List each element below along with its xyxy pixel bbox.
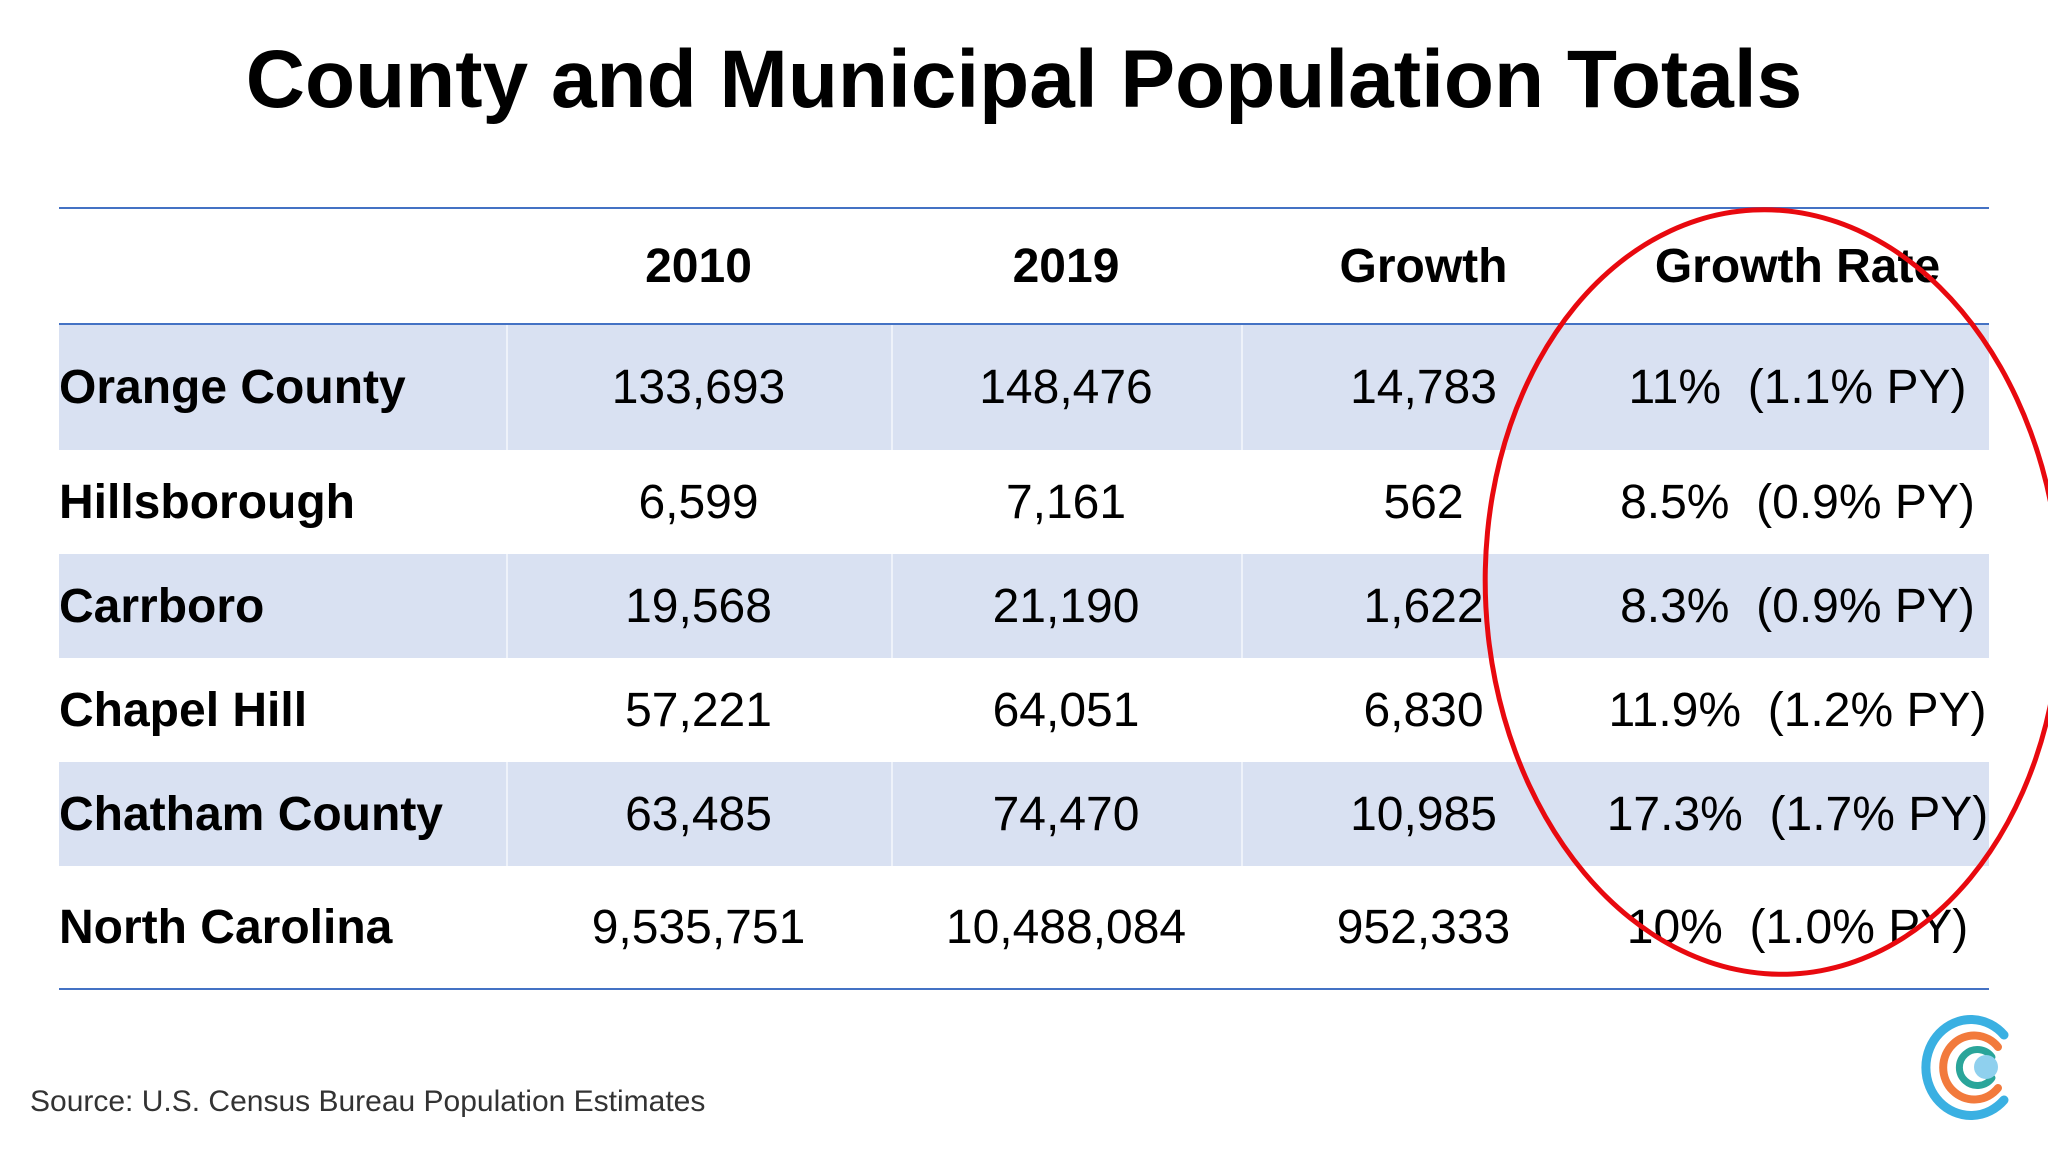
- table-row: North Carolina 9,535,751 10,488,084 952,…: [59, 866, 1989, 988]
- header-cell-growth-rate: Growth Rate: [1654, 239, 1941, 293]
- row-2010: 6,599: [638, 475, 759, 529]
- table-header-rule: [59, 323, 1989, 325]
- row-growth-rate: 17.3% (1.7% PY): [1606, 787, 1989, 841]
- row-name: Chatham County: [59, 787, 443, 841]
- row-name: Hillsborough: [59, 475, 355, 529]
- header-cell-2019: 2019: [1012, 239, 1120, 293]
- row-2019: 21,190: [992, 579, 1140, 633]
- row-name: Orange County: [59, 361, 406, 414]
- row-name: Chapel Hill: [59, 683, 308, 737]
- column-separator: [506, 554, 508, 658]
- row-growth: 14,783: [1350, 361, 1497, 414]
- column-separator: [891, 762, 893, 866]
- column-separator: [891, 325, 893, 450]
- row-2019: 64,051: [992, 683, 1140, 737]
- row-growth: 562: [1383, 475, 1464, 529]
- table-bottom-rule: [59, 988, 1989, 990]
- row-growth: 1,622: [1363, 579, 1484, 633]
- logo-outer-arc: [1921, 1015, 2009, 1120]
- row-2010: 9,535,751: [591, 900, 806, 954]
- column-separator: [506, 762, 508, 866]
- table-row: Carrboro 19,568 21,190 1,622 8.3% (0.9% …: [59, 554, 1989, 658]
- row-growth-rate: 11.9% (1.2% PY): [1608, 683, 1987, 737]
- table-header-row: 2010 2019 Growth Growth Rate: [59, 209, 1989, 323]
- row-2010: 19,568: [625, 579, 772, 633]
- table-top-rule: [59, 207, 1989, 209]
- organization-logo-icon: [1921, 1015, 2009, 1120]
- row-2019: 148,476: [979, 361, 1153, 414]
- row-growth-rate: 10% (1.0% PY): [1626, 900, 1969, 954]
- row-2019: 7,161: [1005, 475, 1127, 529]
- logo-middle-arc: [1939, 1031, 2002, 1104]
- logo-dot: [1974, 1055, 1998, 1079]
- column-separator: [1241, 325, 1243, 450]
- table-row: Chatham County 63,485 74,470 10,985 17.3…: [59, 762, 1989, 866]
- header-cell-2010: 2010: [645, 239, 752, 293]
- row-2019: 74,470: [992, 787, 1140, 841]
- row-2010: 57,221: [625, 683, 772, 737]
- column-separator: [891, 554, 893, 658]
- table-row: Hillsborough 6,599 7,161 562 8.5% (0.9% …: [59, 450, 1989, 554]
- table-row: Orange County 133,693 148,476 14,783 11%…: [59, 325, 1989, 450]
- row-2019: 10,488,084: [945, 900, 1187, 954]
- slide-title: County and Municipal Population Totals: [245, 34, 1803, 125]
- row-name: North Carolina: [59, 900, 393, 954]
- row-2010: 63,485: [625, 787, 772, 841]
- row-growth-rate: 11% (1.1% PY): [1628, 361, 1967, 414]
- row-growth: 6,830: [1363, 683, 1484, 737]
- row-growth-rate: 8.3% (0.9% PY): [1620, 579, 1975, 633]
- source-note: Source: U.S. Census Bureau Population Es…: [30, 1085, 706, 1118]
- column-separator: [506, 325, 508, 450]
- header-cell-growth: Growth: [1339, 239, 1508, 293]
- column-separator: [1241, 554, 1243, 658]
- row-growth-rate: 8.5% (0.9% PY): [1620, 475, 1975, 529]
- column-separator: [1241, 762, 1243, 866]
- row-name: Carrboro: [59, 579, 265, 633]
- row-growth: 10,985: [1350, 787, 1497, 841]
- logo-inner-arc: [1955, 1046, 1996, 1089]
- row-growth: 952,333: [1336, 900, 1511, 954]
- row-2010: 133,693: [611, 361, 786, 414]
- table-row: Chapel Hill 57,221 64,051 6,830 11.9% (1…: [59, 658, 1989, 762]
